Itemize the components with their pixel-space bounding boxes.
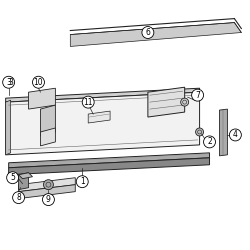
Polygon shape — [18, 185, 75, 198]
Text: 2: 2 — [207, 138, 212, 146]
Text: 6: 6 — [146, 28, 150, 37]
Polygon shape — [18, 173, 28, 190]
Circle shape — [3, 76, 14, 88]
Polygon shape — [70, 22, 241, 46]
Polygon shape — [88, 111, 110, 123]
Circle shape — [196, 128, 203, 136]
Polygon shape — [6, 92, 200, 155]
Circle shape — [142, 26, 154, 38]
Circle shape — [76, 176, 88, 188]
Polygon shape — [9, 153, 209, 168]
Circle shape — [7, 172, 18, 184]
Text: 4: 4 — [233, 130, 238, 140]
Polygon shape — [6, 100, 11, 155]
Text: 9: 9 — [46, 195, 51, 204]
Circle shape — [13, 192, 24, 203]
Polygon shape — [40, 105, 56, 136]
Circle shape — [230, 129, 241, 141]
Circle shape — [42, 194, 54, 205]
Text: 7: 7 — [195, 91, 200, 100]
Polygon shape — [6, 88, 200, 102]
Circle shape — [181, 98, 189, 106]
Polygon shape — [148, 87, 185, 117]
Text: 3: 3 — [6, 78, 11, 87]
Circle shape — [44, 180, 54, 190]
Circle shape — [32, 76, 44, 88]
Polygon shape — [40, 128, 56, 146]
Polygon shape — [18, 173, 32, 179]
Polygon shape — [18, 178, 75, 192]
Text: 10: 10 — [34, 78, 43, 87]
Circle shape — [82, 96, 94, 108]
Polygon shape — [220, 109, 228, 156]
Circle shape — [204, 136, 216, 148]
Text: 11: 11 — [84, 98, 93, 107]
Polygon shape — [28, 88, 56, 109]
Text: 1: 1 — [80, 177, 84, 186]
Text: 5: 5 — [10, 173, 15, 182]
Text: 3: 3 — [8, 78, 13, 87]
Polygon shape — [9, 158, 209, 175]
Circle shape — [192, 89, 203, 101]
Text: 8: 8 — [16, 193, 21, 202]
